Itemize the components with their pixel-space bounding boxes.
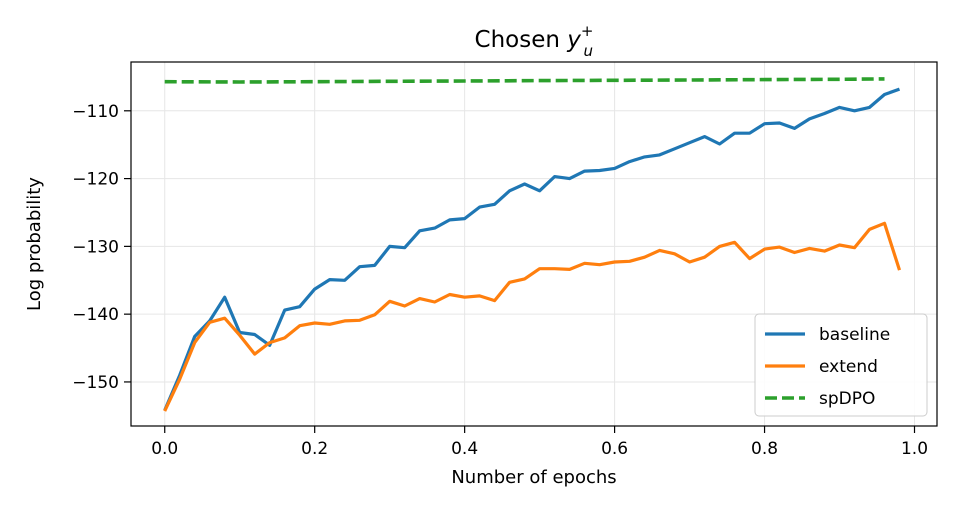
y-tick-label: −150 [72, 373, 119, 393]
x-axis-label: Number of epochs [451, 467, 616, 488]
chart-title: Chosen y+ u [475, 22, 594, 60]
x-tick-label: 0.6 [601, 439, 628, 459]
x-tick-label: 0.4 [451, 439, 478, 459]
x-tick-label: 1.0 [901, 439, 928, 459]
series-group [163, 77, 902, 412]
legend-label-extend: extend [819, 357, 878, 377]
x-tick-label: 0.8 [751, 439, 778, 459]
x-tick-label: 0.0 [151, 439, 178, 459]
chart-title-math: y [566, 27, 581, 53]
legend-label-baseline: baseline [819, 325, 890, 345]
ticks: 0.0 0.2 0.4 0.6 0.8 1.0 −150 −140 −130 −120 −110 [72, 102, 928, 459]
y-tick-label: −120 [72, 170, 119, 190]
legend-box [754, 313, 928, 417]
chart-title-math-sub: u [583, 42, 593, 60]
x-tick-label: 0.2 [301, 439, 328, 459]
y-tick-label: −130 [72, 237, 119, 257]
chart-title-text: Chosen [475, 27, 568, 53]
legend-label-spdpo: spDPO [819, 389, 875, 409]
series-line-baseline [163, 87, 901, 412]
chart-title-math-sup: + [581, 22, 594, 40]
y-tick-label: −140 [72, 305, 119, 325]
series-line-spdpo [164, 77, 885, 84]
plot-frame [130, 61, 938, 427]
series-line-extend [163, 221, 902, 412]
y-tick-label: −110 [72, 102, 119, 122]
y-axis-label: Log probability [24, 177, 45, 311]
legend: baseline extend spDPO [754, 313, 928, 417]
